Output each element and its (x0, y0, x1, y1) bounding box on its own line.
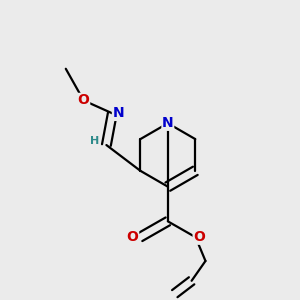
Text: O: O (127, 230, 139, 244)
Text: O: O (78, 94, 90, 107)
Text: N: N (112, 106, 124, 120)
Text: N: N (162, 116, 174, 130)
Text: O: O (193, 230, 205, 244)
Text: H: H (90, 136, 99, 146)
